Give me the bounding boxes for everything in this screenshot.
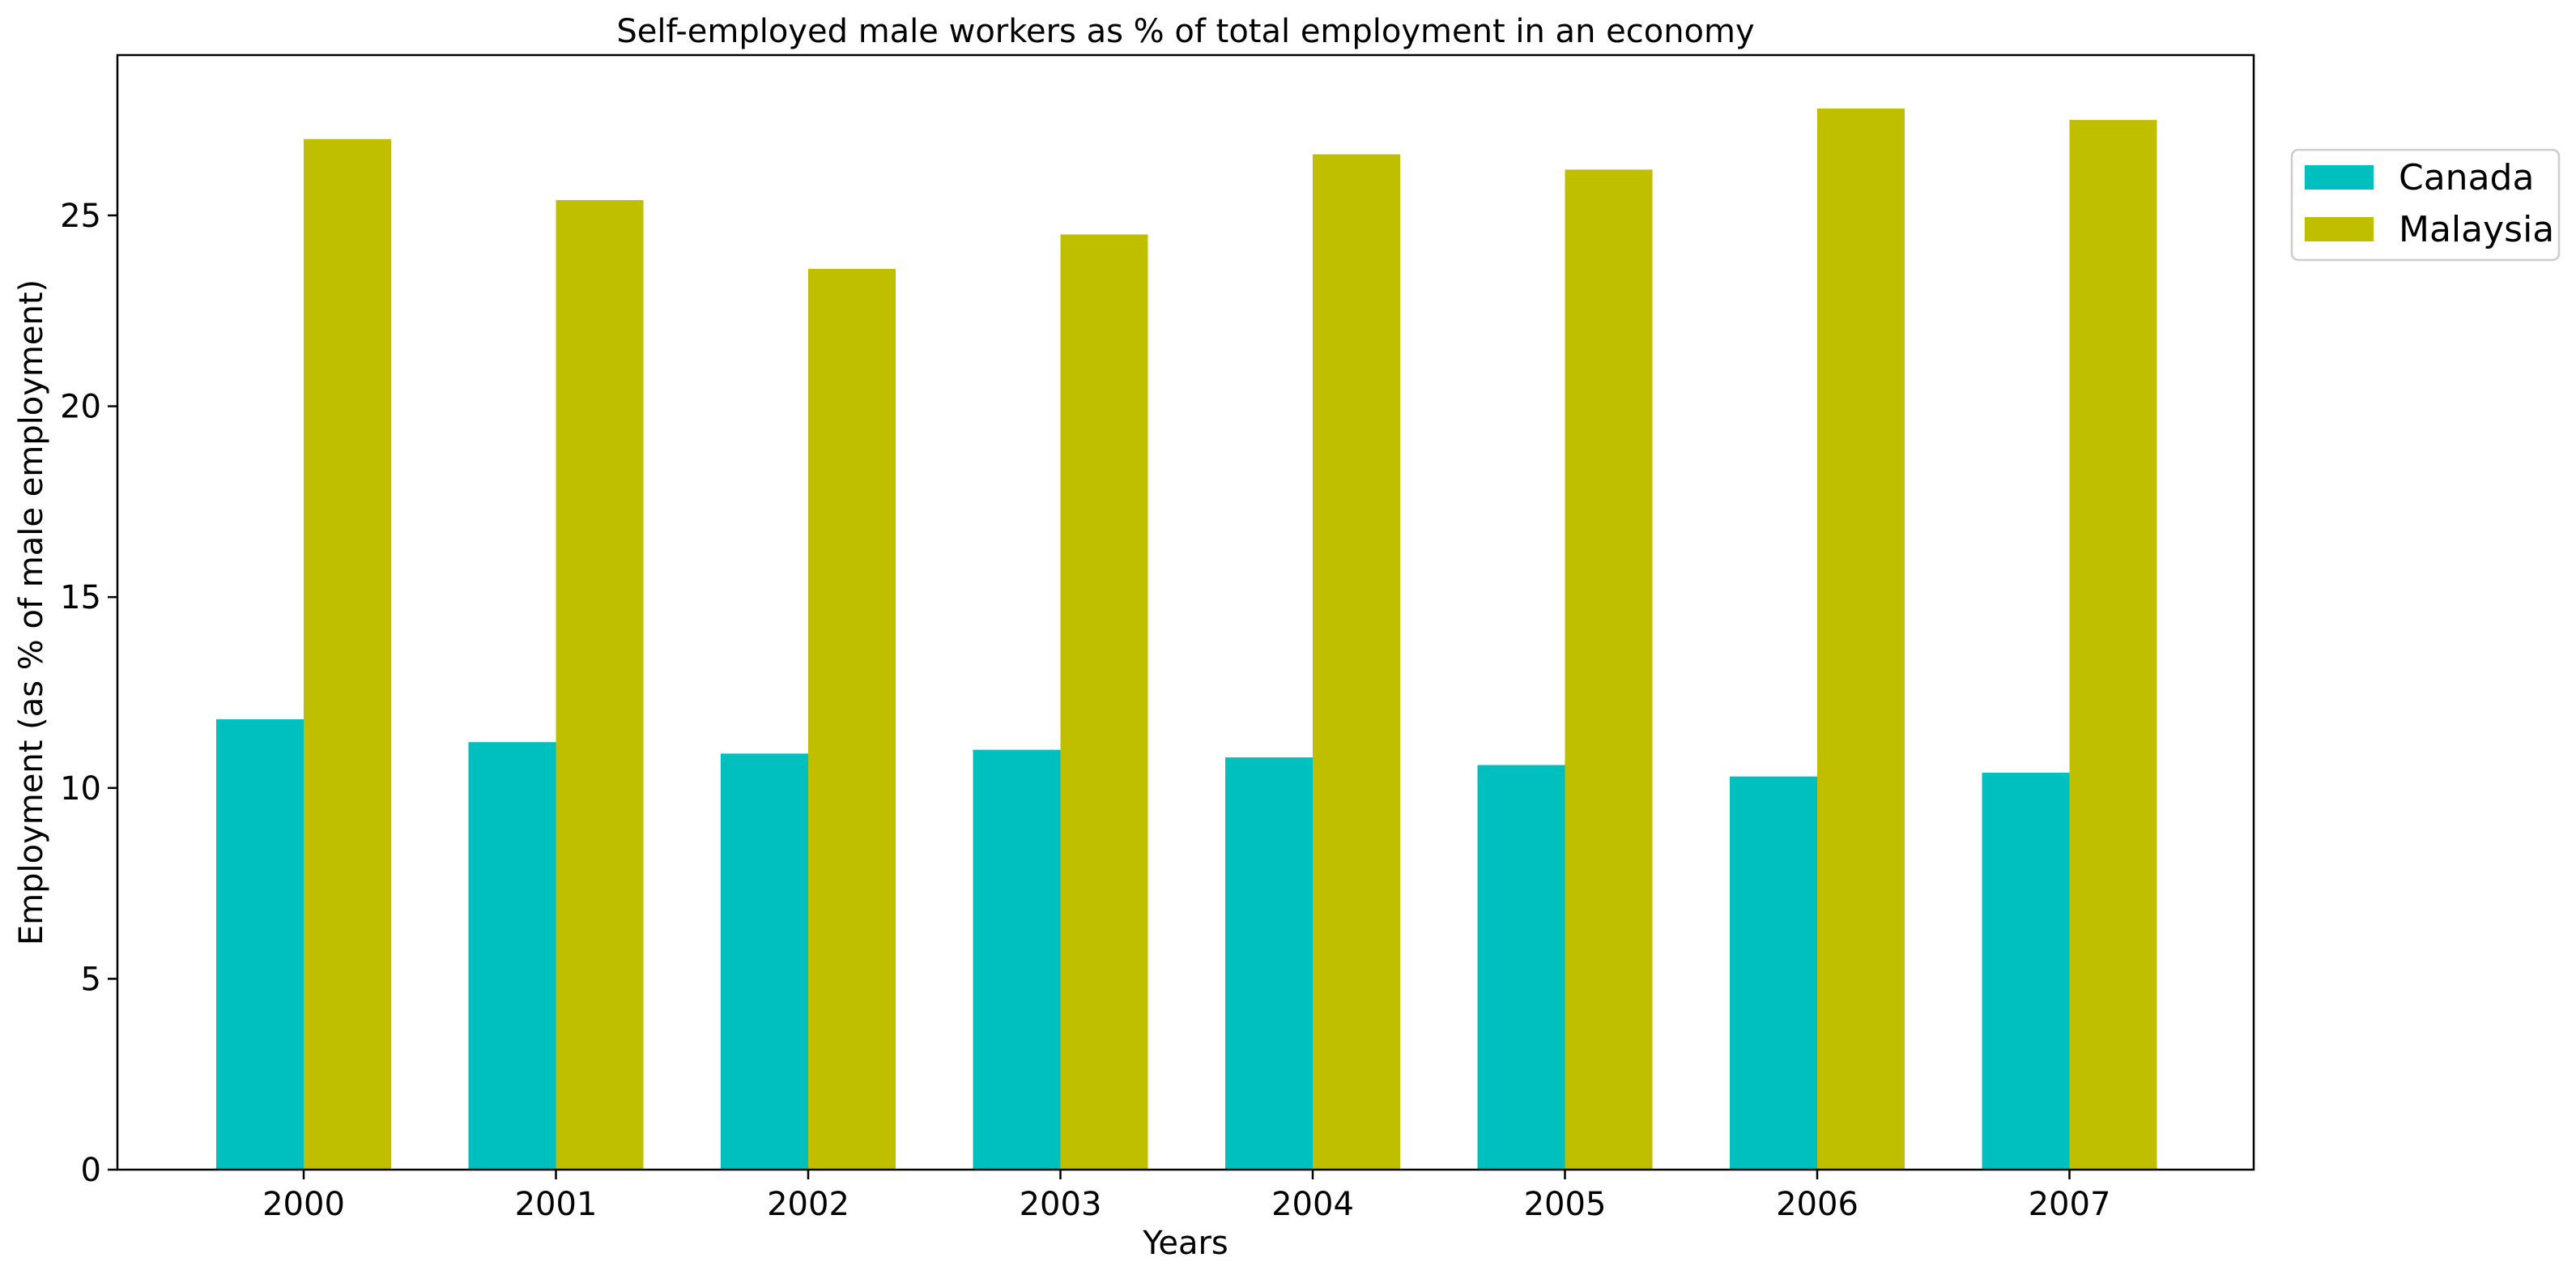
- bars-group: [216, 108, 2157, 1170]
- bar-canada-2006: [1730, 776, 1817, 1170]
- bar-canada-2004: [1225, 757, 1313, 1170]
- bar-canada-2000: [216, 718, 304, 1170]
- y-tick-label: 25: [60, 198, 101, 235]
- y-axis-title: Employment (as % of male employment): [13, 279, 50, 945]
- bar-canada-2001: [468, 742, 556, 1170]
- bar-malaysia-2001: [556, 200, 644, 1170]
- legend-label-canada: Canada: [2399, 157, 2534, 198]
- legend-swatch-malaysia: [2305, 217, 2374, 241]
- bar-malaysia-2003: [1060, 234, 1148, 1170]
- bar-malaysia-2000: [304, 139, 391, 1170]
- x-tick-label: 2000: [262, 1186, 345, 1223]
- legend-swatch-canada: [2305, 165, 2374, 190]
- legend: Canada Malaysia: [2290, 148, 2561, 262]
- x-tick-label: 2006: [1776, 1186, 1859, 1223]
- x-tick-label: 2003: [1020, 1186, 1102, 1223]
- bar-canada-2003: [973, 749, 1061, 1170]
- bar-malaysia-2007: [2069, 120, 2157, 1170]
- y-tick-label: 5: [81, 961, 101, 998]
- x-axis-ticks: 2000 2001 2002 2003 2004 2005 2006 2007: [262, 1170, 2110, 1223]
- bar-malaysia-2006: [1817, 108, 1905, 1170]
- y-axis-ticks: 0 5 10 15 20 25: [60, 198, 117, 1189]
- bar-malaysia-2002: [808, 268, 896, 1170]
- bar-malaysia-2005: [1565, 169, 1653, 1170]
- bar-canada-2005: [1477, 765, 1565, 1170]
- plot-frame: [116, 53, 2255, 1171]
- bar-malaysia-2004: [1313, 154, 1400, 1170]
- x-tick-label: 2001: [515, 1186, 598, 1223]
- x-tick-label: 2002: [767, 1186, 849, 1223]
- y-tick-label: 10: [60, 770, 101, 808]
- x-tick-label: 2004: [1271, 1186, 1354, 1223]
- x-tick-label: 2005: [1524, 1186, 1607, 1223]
- x-tick-label: 2007: [2029, 1186, 2111, 1223]
- y-tick-label: 0: [81, 1152, 101, 1189]
- chart-title: Self-employed male workers as % of total…: [616, 13, 1754, 50]
- legend-label-malaysia: Malaysia: [2399, 209, 2554, 250]
- y-tick-label: 20: [60, 389, 101, 426]
- x-axis-title: Years: [1142, 1225, 1228, 1262]
- bar-canada-2007: [1982, 772, 2070, 1170]
- bar-canada-2002: [721, 753, 808, 1170]
- y-tick-label: 15: [60, 579, 101, 616]
